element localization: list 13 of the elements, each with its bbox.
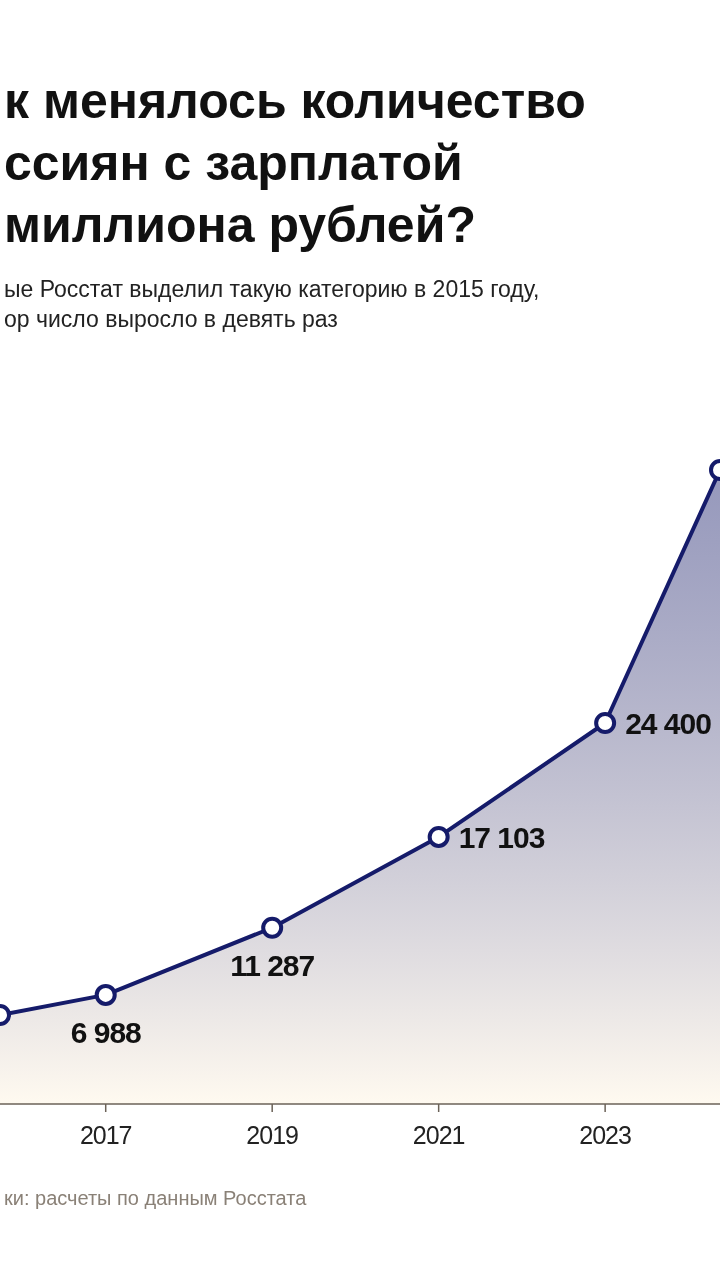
chart-subtitle: ые Росстат выделил такую категорию в 2015 году, ор число выросло в девять раз — [4, 276, 540, 332]
data-label: 6 988 — [70, 1015, 142, 1049]
x-tick-label: 2017 — [79, 1121, 132, 1149]
data-label: 17 103 — [458, 820, 545, 854]
data-label: 11 287 — [230, 948, 315, 982]
point — [427, 825, 450, 848]
chart-title: к менялось количество ссиян с зарплатой миллиона рублей? — [4, 73, 586, 253]
x-tick-label: 2023 — [579, 1121, 632, 1149]
text: ки: расчеты по данным Росстата — [4, 1187, 308, 1209]
x-tick-label: 2019 — [246, 1121, 299, 1149]
x-tick-label: 2021 — [412, 1121, 465, 1149]
point — [261, 916, 284, 939]
data-label: 24 400 — [625, 706, 712, 740]
